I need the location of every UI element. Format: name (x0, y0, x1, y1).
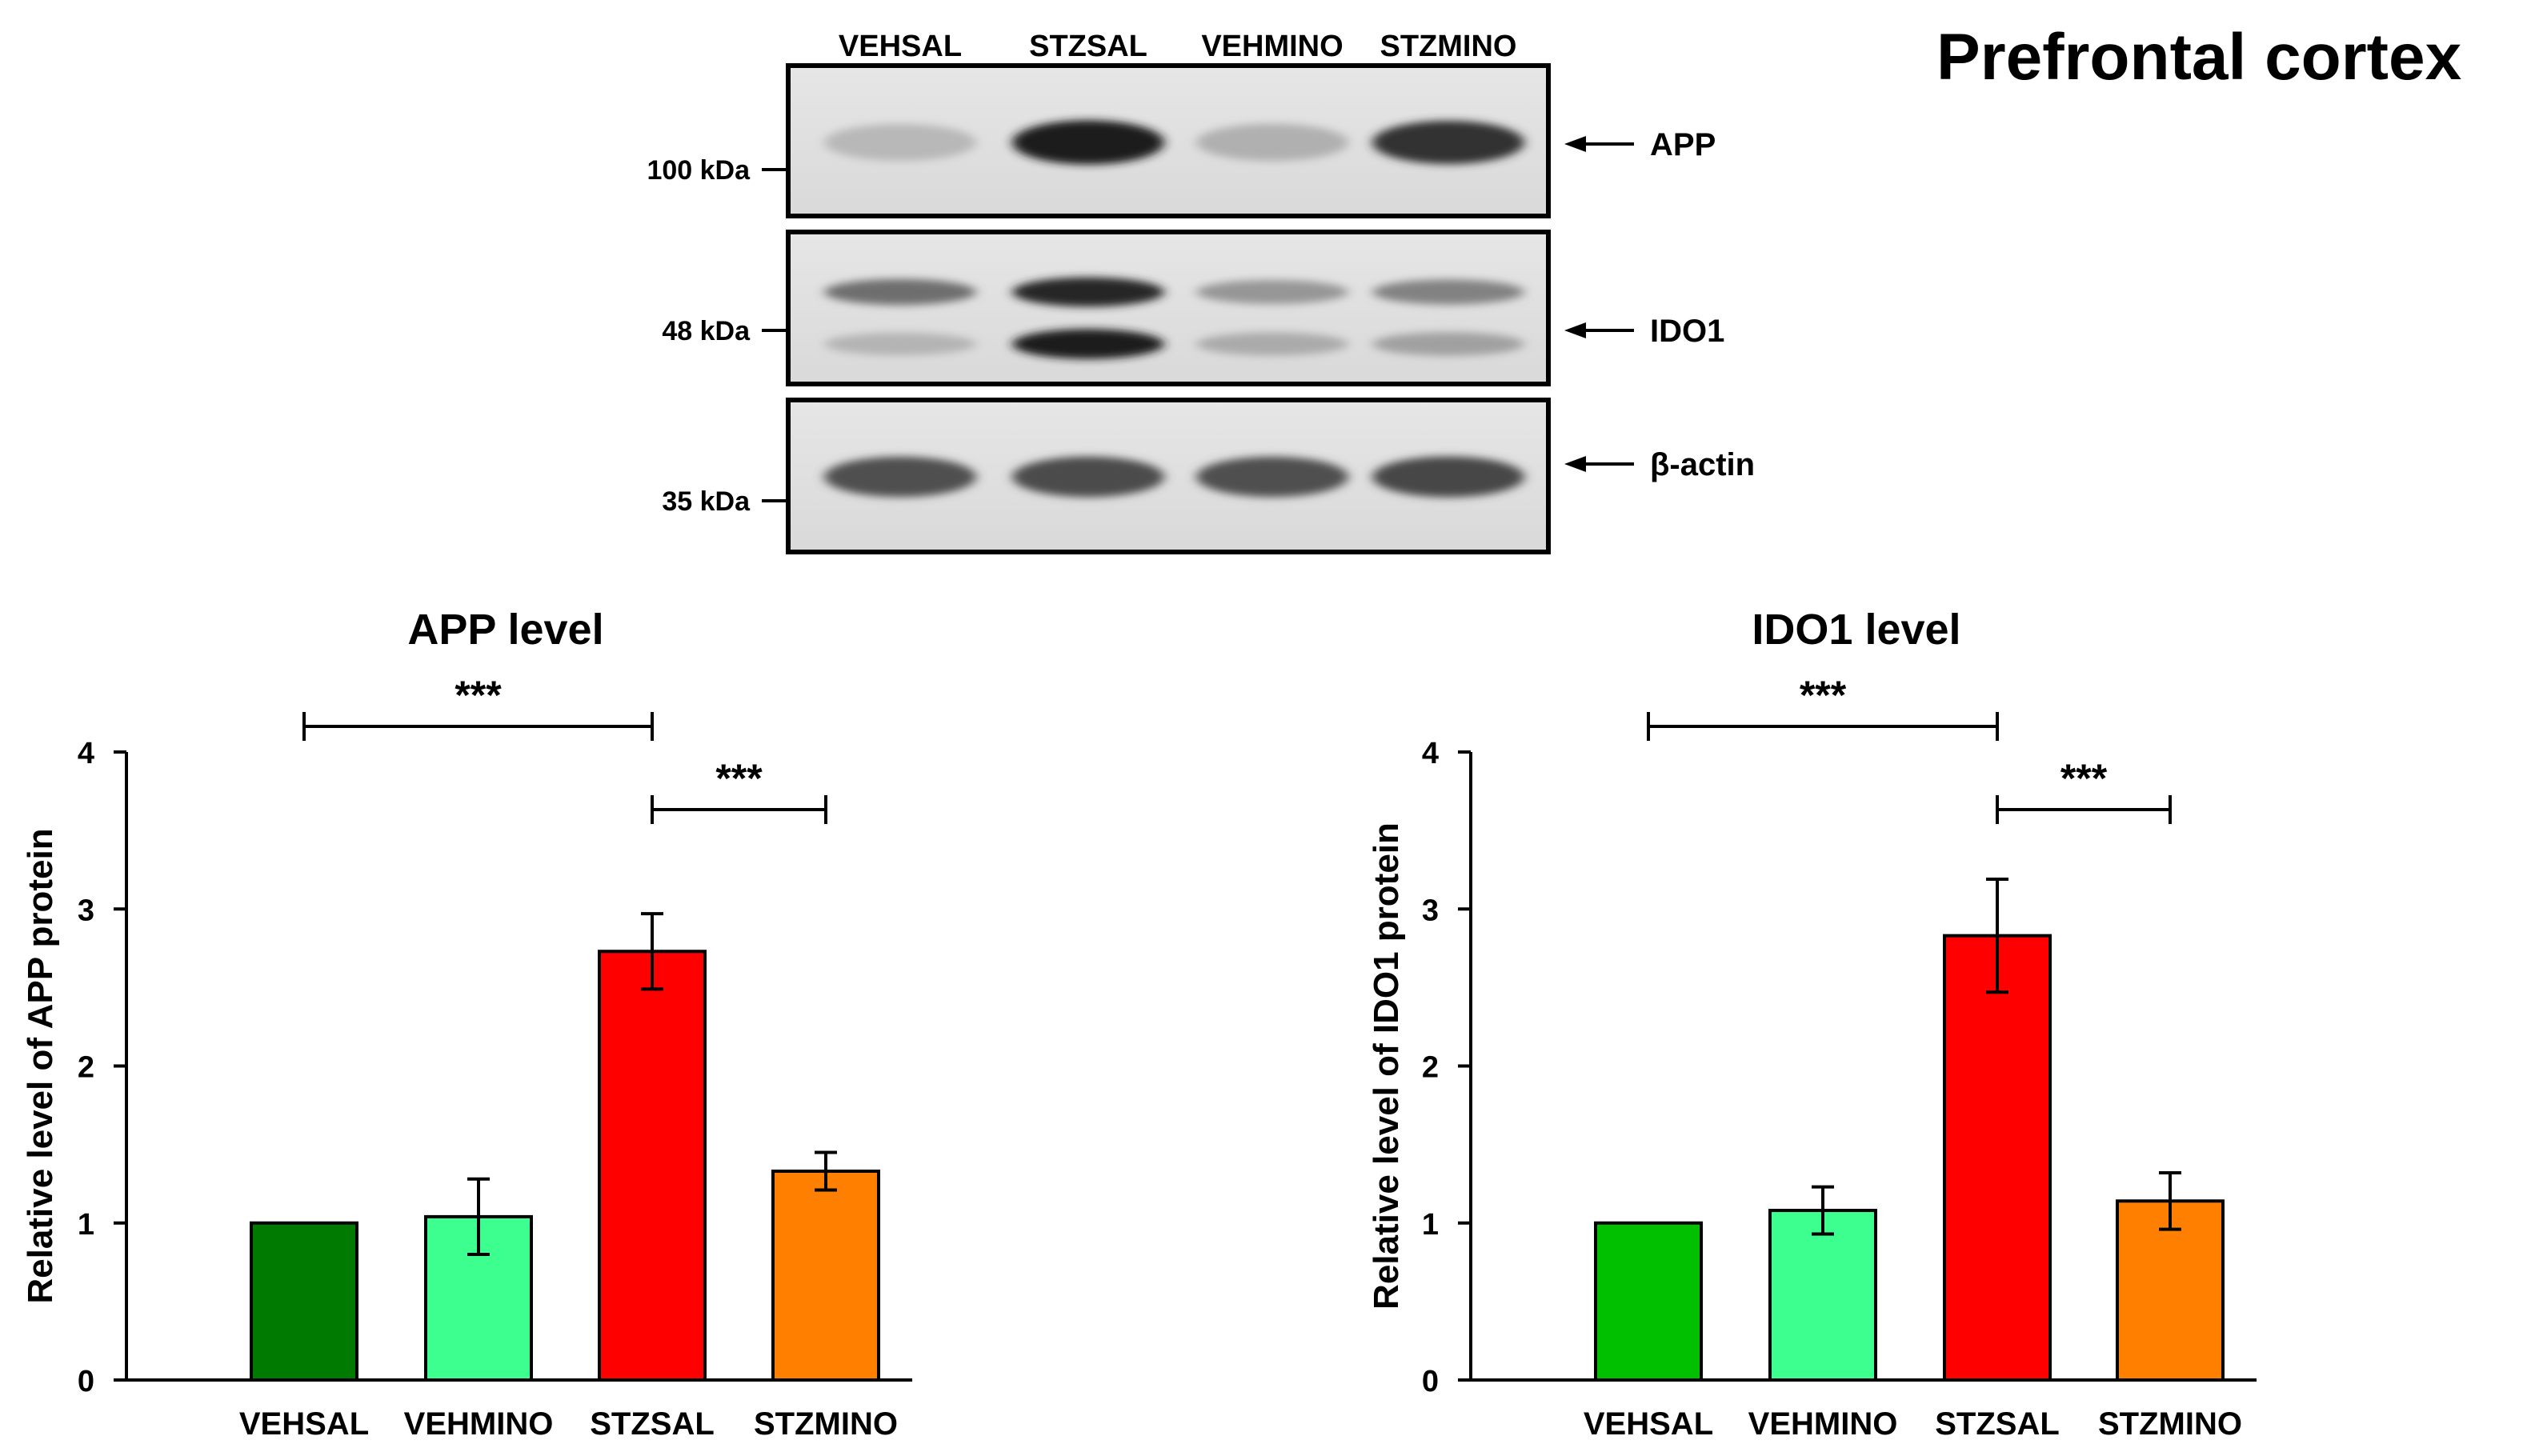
bar-stzsal (598, 950, 707, 1382)
significance-label: *** (455, 673, 502, 718)
bar-stzsal (1943, 934, 2052, 1382)
y-axis-label: Relative level of IDO1 protein (1367, 822, 1406, 1310)
blot-band (1196, 456, 1348, 498)
blot-band (1196, 332, 1348, 356)
blot-band (1012, 277, 1164, 307)
blot-band (1012, 456, 1164, 498)
y-tick-label: 0 (1422, 1365, 1439, 1398)
blot-band (1372, 456, 1524, 498)
y-tick-label: 4 (1422, 737, 1439, 770)
x-tick-label: VEHSAL (239, 1406, 369, 1442)
bar-stzmino (771, 1169, 880, 1382)
blot-band (824, 123, 976, 162)
blot-protein-label: APP (1650, 127, 1716, 162)
blot-panel-ido1: 48 kDa IDO1 (662, 230, 1724, 386)
y-tick-label: 0 (78, 1365, 94, 1398)
blot-protein-label: IDO1 (1650, 314, 1724, 349)
blot-marker-label: 100 kDa (647, 155, 751, 186)
bar-vehmino (1768, 1209, 1877, 1382)
y-tick-label: 3 (78, 894, 94, 927)
blot-lane-label: STZSAL (1029, 30, 1147, 63)
blot-lane-label: VEHMINO (1201, 30, 1343, 63)
page-title: Prefrontal cortex (1936, 21, 2462, 94)
arrow-left-icon (1564, 456, 1586, 472)
y-axis-label: Relative level of APP protein (21, 828, 60, 1303)
y-tick-label: 2 (1422, 1051, 1439, 1085)
x-tick-label: VEHMINO (1748, 1406, 1898, 1442)
y-tick-label: 1 (1422, 1208, 1439, 1242)
y-tick-label: 2 (78, 1051, 94, 1085)
arrow-left-icon (1564, 322, 1586, 338)
x-tick-label: STZMINO (2098, 1406, 2242, 1442)
blot-membrane (786, 230, 1551, 386)
blot-band (1196, 123, 1348, 162)
significance-label: *** (715, 756, 763, 801)
blot-band (1372, 279, 1524, 305)
x-tick-label: VEHMINO (404, 1406, 554, 1442)
blot-lane-label: VEHSAL (839, 30, 962, 63)
x-tick-label: STZMINO (754, 1406, 898, 1442)
blot-panel-beta-actin: 35 kDa β-actin (662, 398, 1755, 554)
x-tick-label: VEHSAL (1584, 1406, 1713, 1442)
blot-band (1196, 279, 1348, 305)
blot-band (824, 332, 976, 356)
y-tick-label: 4 (78, 737, 94, 770)
arrow-left-icon (1564, 136, 1586, 152)
chart-ido1-level: IDO1 level Relative level of IDO1 protein… (1367, 606, 2257, 1442)
significance-label: *** (1800, 673, 1847, 718)
x-tick-label: STZSAL (1935, 1406, 2060, 1442)
y-tick-label: 3 (1422, 894, 1439, 927)
blot-band (824, 456, 976, 498)
blot-marker-label: 48 kDa (662, 316, 751, 346)
bar-vehsal (250, 1221, 358, 1382)
bar-vehsal (1594, 1221, 1703, 1382)
chart-title: IDO1 level (1752, 606, 1960, 654)
y-tick-label: 1 (78, 1208, 94, 1242)
blot-band (824, 278, 976, 306)
chart-title: APP level (407, 606, 603, 654)
blot-panel-app: 100 kDa APP (647, 63, 1716, 218)
blot-band (1012, 329, 1164, 359)
blot-lane-label: STZMINO (1380, 30, 1517, 63)
bar-vehmino (424, 1214, 533, 1382)
blot-marker-label: 35 kDa (662, 486, 751, 517)
blot-band (1372, 332, 1524, 356)
western-blot: VEHSAL STZSAL VEHMINO STZMINO 100 kDa APP 48 k… (647, 30, 1755, 554)
blot-band (1372, 120, 1524, 165)
significance-label: *** (2060, 756, 2108, 801)
blot-protein-label: β-actin (1650, 447, 1755, 482)
blot-band (1012, 120, 1164, 165)
chart-app-level: APP level Relative level of APP protein 0 1… (21, 606, 912, 1442)
x-tick-label: STZSAL (590, 1406, 715, 1442)
